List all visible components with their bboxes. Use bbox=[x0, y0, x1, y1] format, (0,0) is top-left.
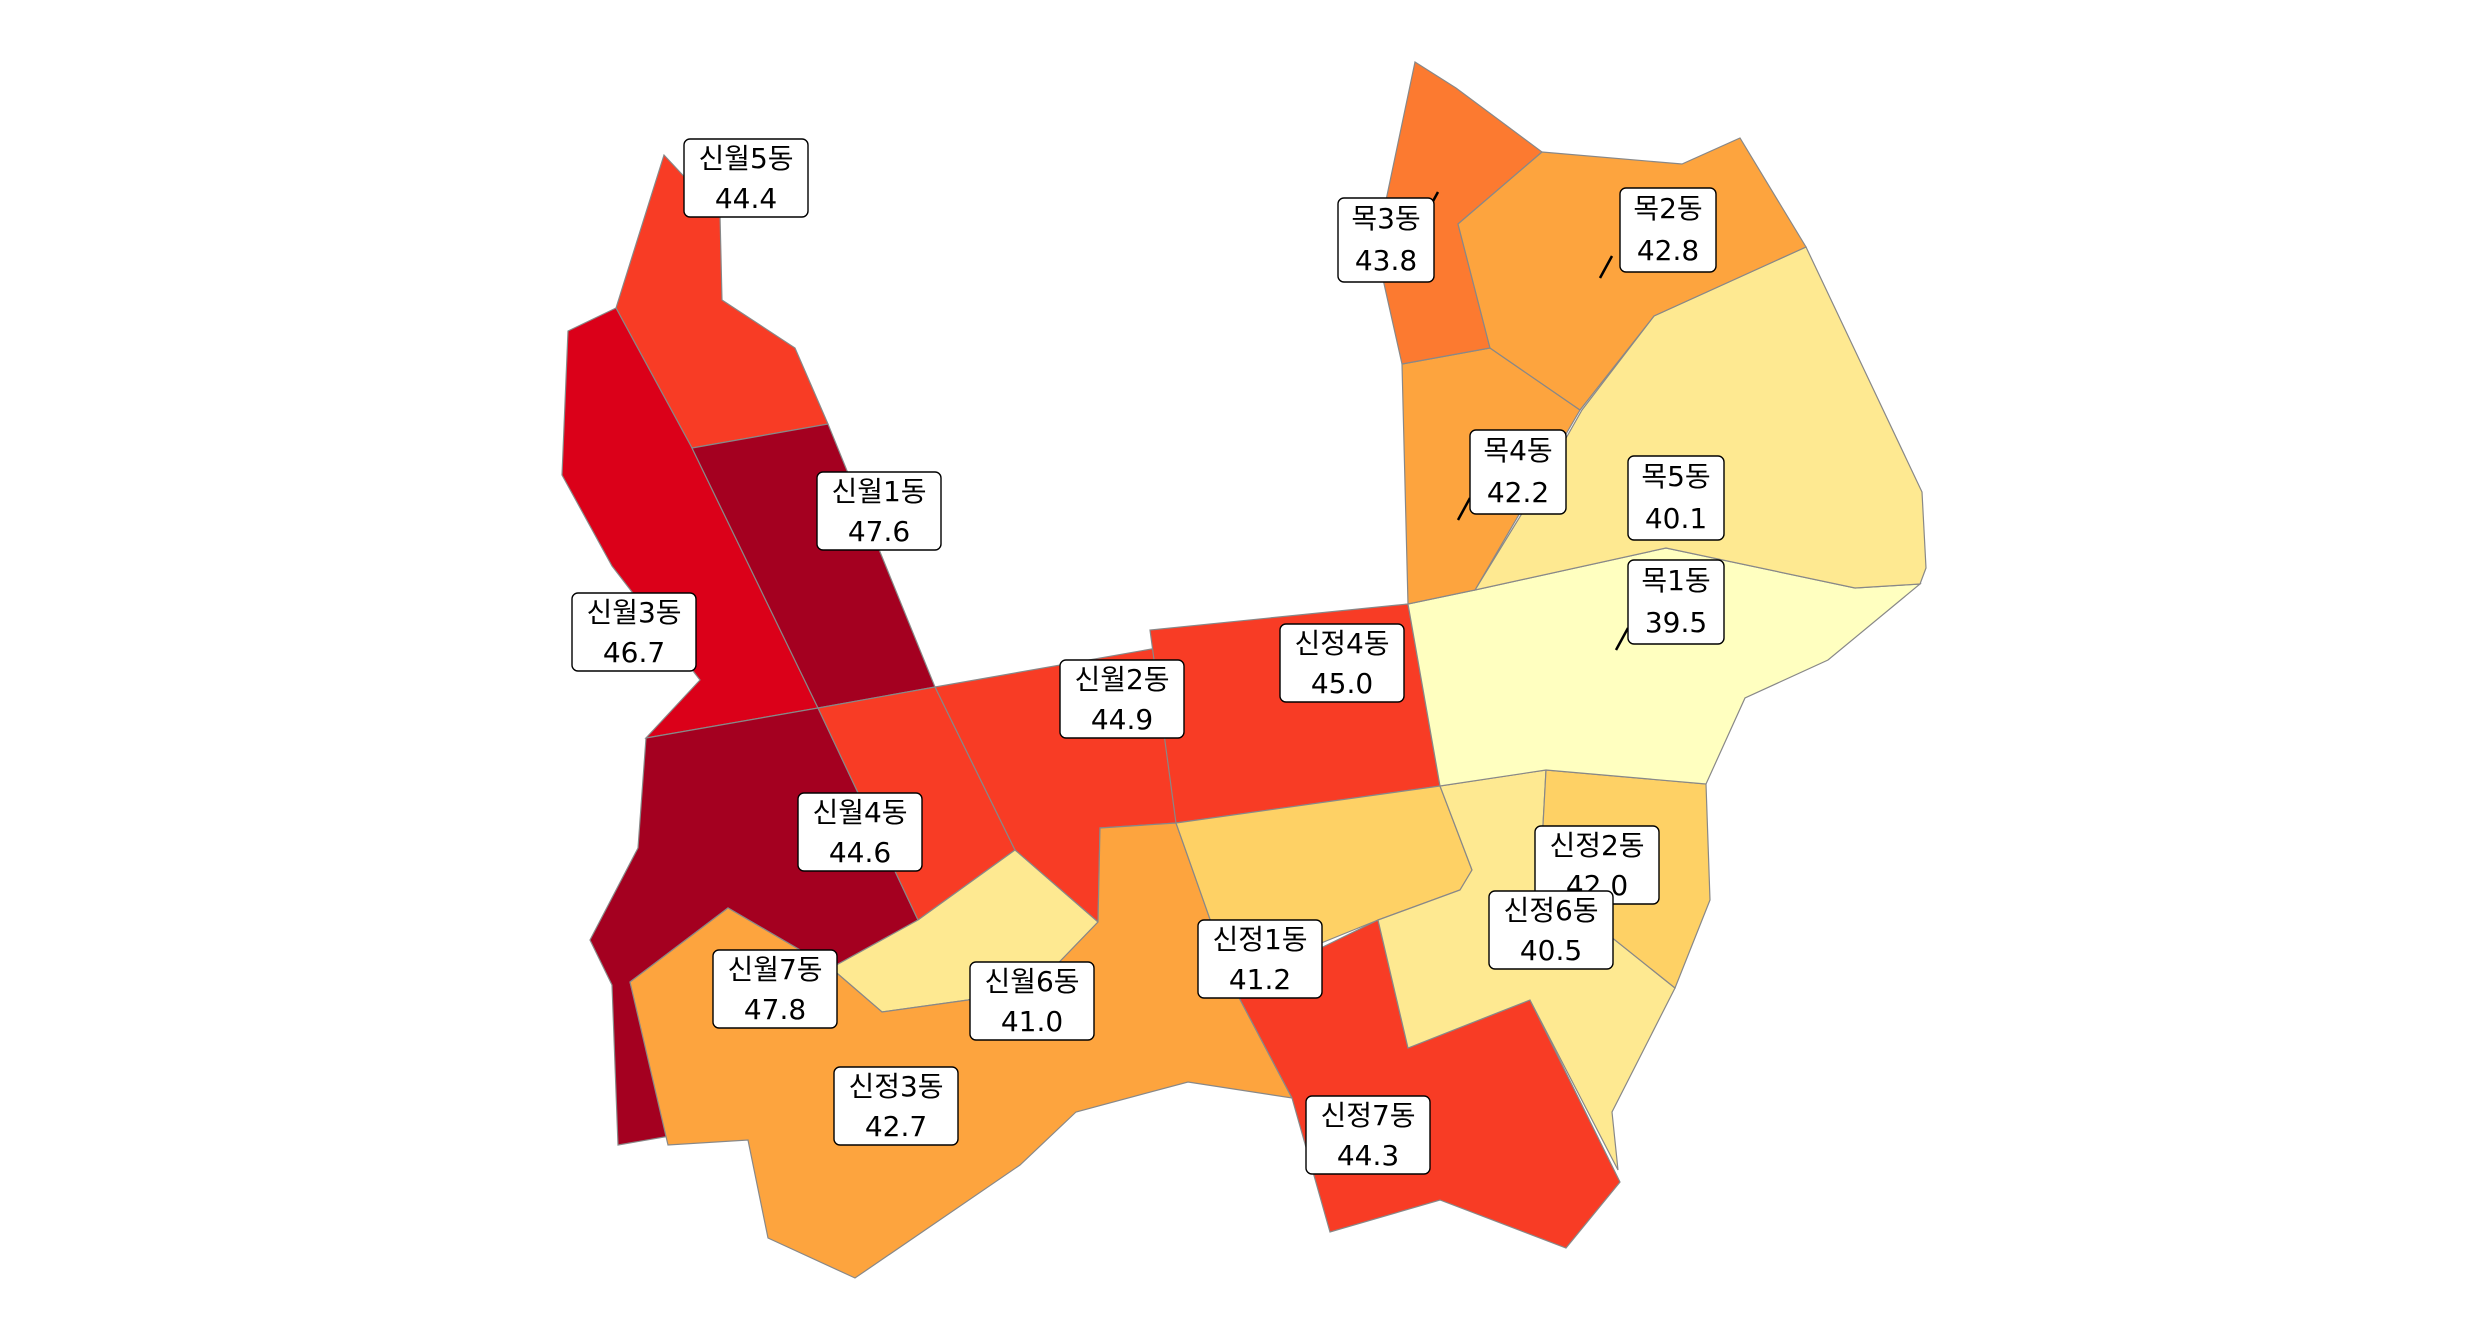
region-layer bbox=[561, 61, 1927, 1279]
label-box bbox=[1059, 659, 1185, 739]
region-value: 42.7 bbox=[865, 1110, 927, 1143]
label-sinwol5: 신월5동 44.4 bbox=[683, 138, 809, 218]
region-name: 목2동 bbox=[1633, 192, 1702, 225]
leader-line-mok4 bbox=[1456, 497, 1472, 521]
label-mok2: 목2동 42.8 bbox=[1619, 187, 1717, 273]
label-sinwol7: 신월7동 47.8 bbox=[712, 949, 838, 1029]
region-name: 목5동 bbox=[1641, 460, 1710, 493]
label-sinjeong2: 신정2동 42.0 bbox=[1534, 825, 1660, 905]
label-box bbox=[816, 471, 942, 551]
region-value: 45.0 bbox=[1311, 667, 1373, 700]
label-box bbox=[712, 949, 838, 1029]
region-name: 목3동 bbox=[1351, 202, 1420, 235]
region-value: 39.5 bbox=[1645, 606, 1707, 639]
label-box bbox=[833, 1066, 959, 1146]
region-name: 신월6동 bbox=[984, 965, 1079, 998]
region-value: 43.8 bbox=[1355, 244, 1417, 277]
region-mok5[interactable] bbox=[1473, 246, 1927, 591]
label-box bbox=[1337, 197, 1435, 283]
region-name: 신정2동 bbox=[1549, 829, 1644, 862]
label-sinjeong7: 신정7동 44.3 bbox=[1305, 1095, 1431, 1175]
region-value: 42.8 bbox=[1637, 234, 1699, 267]
label-sinjeong6: 신정6동 40.5 bbox=[1488, 890, 1614, 970]
region-value: 40.1 bbox=[1645, 502, 1707, 535]
region-name: 신정6동 bbox=[1503, 894, 1598, 927]
region-name: 목4동 bbox=[1483, 434, 1552, 467]
region-name: 신월4동 bbox=[812, 796, 907, 829]
region-value: 44.6 bbox=[829, 836, 891, 869]
region-name: 신월1동 bbox=[831, 475, 926, 508]
label-sinjeong3: 신정3동 42.7 bbox=[833, 1066, 959, 1146]
region-value: 41.0 bbox=[1001, 1005, 1063, 1038]
region-name: 신정1동 bbox=[1212, 923, 1307, 956]
label-sinwol4: 신월4동 44.6 bbox=[797, 792, 923, 872]
label-box bbox=[571, 592, 697, 672]
region-name: 신정4동 bbox=[1294, 627, 1389, 660]
label-box bbox=[683, 138, 809, 218]
region-value: 44.4 bbox=[715, 182, 777, 215]
label-box bbox=[1197, 919, 1323, 999]
leader-line-mok1 bbox=[1614, 627, 1630, 651]
region-value: 46.7 bbox=[603, 636, 665, 669]
label-sinjeong1: 신정1동 41.2 bbox=[1197, 919, 1323, 999]
region-value: 42.2 bbox=[1487, 476, 1549, 509]
label-box bbox=[1305, 1095, 1431, 1175]
region-mok2[interactable] bbox=[1457, 137, 1807, 411]
label-box bbox=[1488, 890, 1614, 970]
label-box bbox=[1279, 623, 1405, 703]
region-value: 40.5 bbox=[1520, 934, 1582, 967]
label-sinwol3: 신월3동 46.7 bbox=[571, 592, 697, 672]
label-box bbox=[1627, 559, 1725, 645]
label-box bbox=[969, 961, 1095, 1041]
label-mok5: 목5동 40.1 bbox=[1627, 455, 1725, 541]
label-mok1: 목1동 39.5 bbox=[1627, 559, 1725, 645]
label-sinwol6: 신월6동 41.0 bbox=[969, 961, 1095, 1041]
region-name: 신월5동 bbox=[698, 142, 793, 175]
region-name: 목1동 bbox=[1641, 564, 1710, 597]
region-value: 41.2 bbox=[1229, 963, 1291, 996]
region-name: 신정3동 bbox=[848, 1070, 943, 1103]
label-box bbox=[1619, 187, 1717, 273]
label-mok4: 목4동 42.2 bbox=[1469, 429, 1567, 515]
region-value: 44.9 bbox=[1091, 703, 1153, 736]
label-box bbox=[797, 792, 923, 872]
label-box bbox=[1469, 429, 1567, 515]
label-sinjeong4: 신정4동 45.0 bbox=[1279, 623, 1405, 703]
region-name: 신월7동 bbox=[727, 953, 822, 986]
region-value: 47.6 bbox=[848, 515, 910, 548]
region-value: 44.3 bbox=[1337, 1139, 1399, 1172]
leader-line-mok2 bbox=[1598, 255, 1614, 279]
region-name: 신월2동 bbox=[1074, 663, 1169, 696]
region-name: 신월3동 bbox=[586, 596, 681, 629]
label-layer: 신월5동 44.4 신월3동 46.7 신월1동 47.6 신월7동 47.8 … bbox=[571, 138, 1725, 1175]
label-mok3: 목3동 43.8 bbox=[1337, 197, 1435, 283]
label-sinwol1: 신월1동 47.6 bbox=[816, 471, 942, 551]
region-name: 신정7동 bbox=[1320, 1099, 1415, 1132]
region-value: 47.8 bbox=[744, 993, 806, 1026]
label-box bbox=[1627, 455, 1725, 541]
label-sinwol2: 신월2동 44.9 bbox=[1059, 659, 1185, 739]
